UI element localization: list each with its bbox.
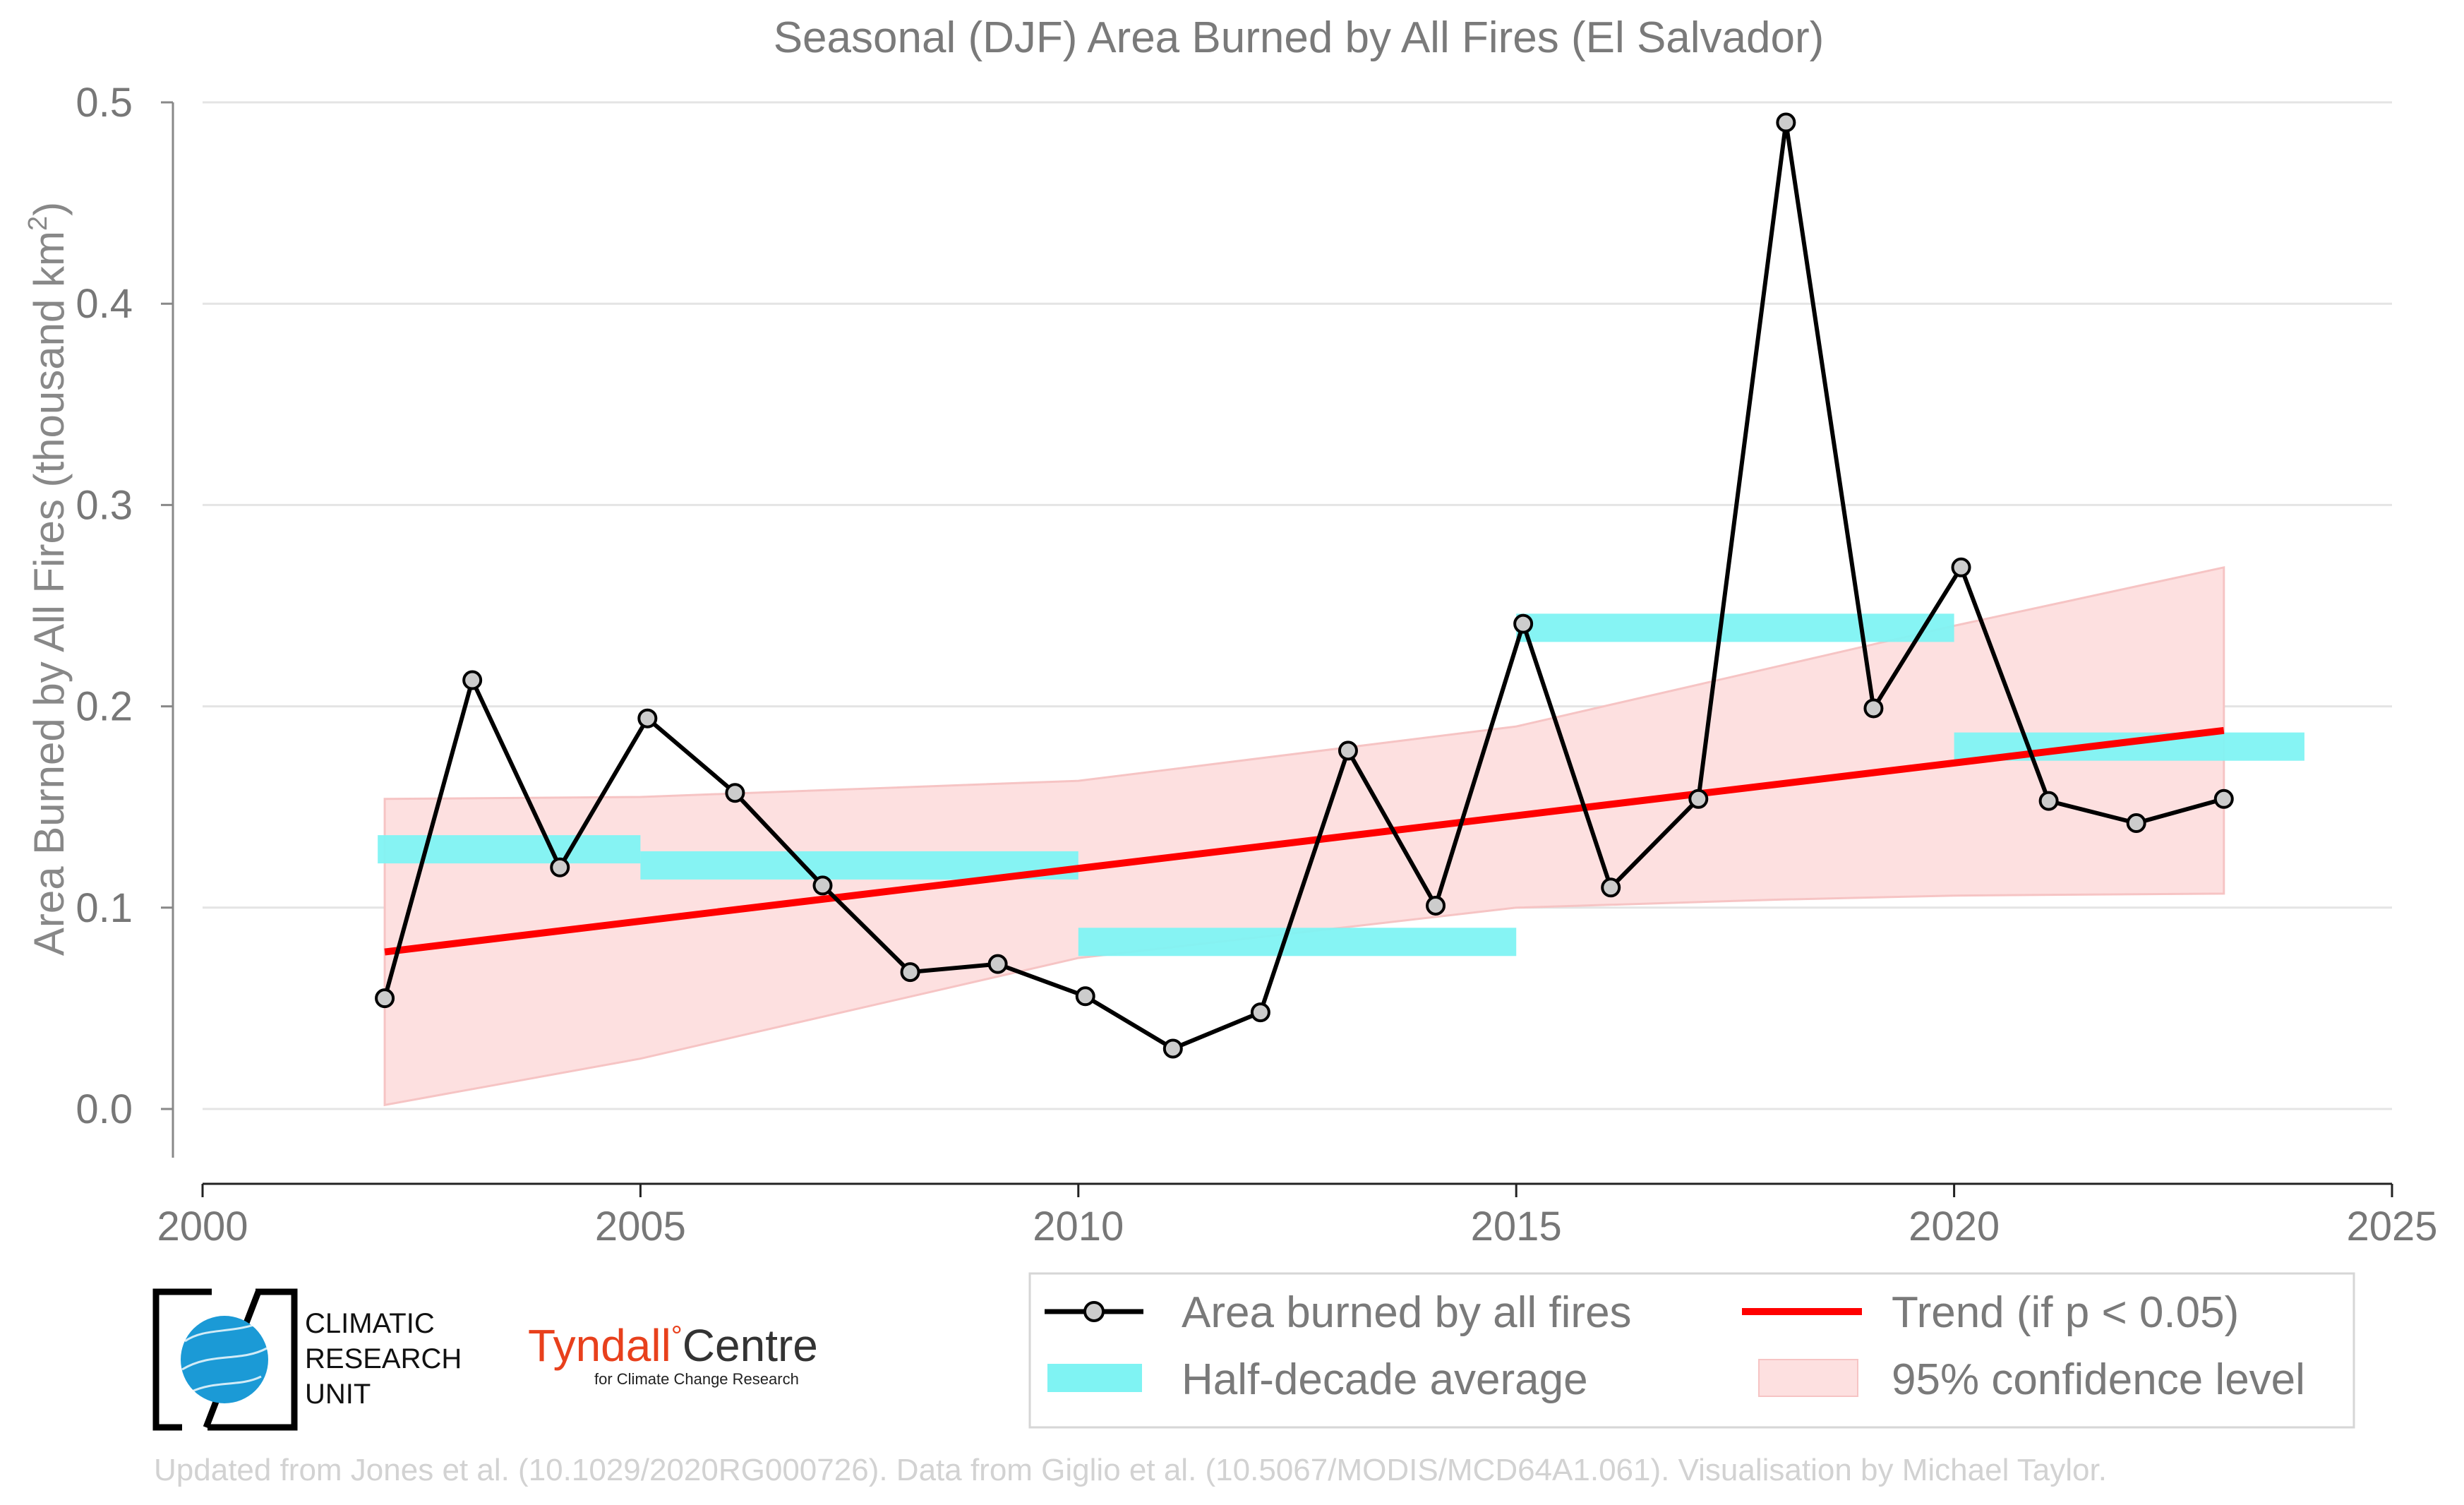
- half-decade-bar: [1516, 613, 1954, 642]
- series-point: [375, 988, 395, 1009]
- cru-logo-line3: UNIT: [305, 1379, 371, 1410]
- legend-swatch-confidence: [1758, 1359, 1858, 1397]
- cru-logo: CLIMATIC RESEARCH UNIT: [152, 1288, 462, 1431]
- cru-globe-lines-icon: [181, 1320, 268, 1393]
- y-tick-label: 0.1: [76, 885, 133, 931]
- legend-label-half-decade: Half-decade average: [1182, 1355, 1588, 1404]
- legend: Area burned by all fires Trend (if p < 0…: [1028, 1272, 2355, 1429]
- y-tick-label: 0.2: [76, 684, 133, 730]
- y-axis-label: Area Burned by All Fires (thousand km2): [23, 202, 73, 956]
- x-tick-label: 2010: [1033, 1204, 1124, 1249]
- trend-line-group: [384, 726, 2225, 956]
- x-tick-label: 2000: [157, 1204, 248, 1249]
- series-point: [1338, 740, 1358, 761]
- half-decade-averages: [378, 613, 2304, 957]
- cru-logo-line1: CLIMATIC: [305, 1308, 435, 1339]
- credit-line: Updated from Jones et al. (10.1029/2020R…: [154, 1453, 2107, 1487]
- series-point: [1162, 1038, 1183, 1059]
- legend-frame: [1028, 1272, 2355, 1429]
- tyndall-logo-main: Tyndall: [528, 1320, 671, 1371]
- y-tick-label: 0.5: [76, 80, 133, 126]
- x-tick-label: 2020: [1909, 1204, 2000, 1249]
- series-point: [900, 962, 920, 983]
- series-point: [1250, 1002, 1270, 1023]
- series-point: [637, 708, 658, 728]
- cru-logo-right-bracket: [208, 1288, 298, 1431]
- x-ticks: 2000 2005 2010 2015 2020 2025: [157, 1184, 2438, 1249]
- tyndall-logo-subtitle: for Climate Change Research: [594, 1370, 799, 1388]
- legend-label-trend: Trend (if p < 0.05): [1892, 1288, 2239, 1337]
- series-point: [550, 857, 570, 877]
- confidence-band-area: [383, 565, 2225, 1107]
- tyndall-logo-wordmark: Tyndall°Centre: [528, 1320, 818, 1371]
- series-point: [2038, 791, 2059, 811]
- x-tick-label: 2015: [1471, 1204, 1562, 1249]
- confidence-band: [383, 565, 2225, 1107]
- series-point: [1863, 698, 1884, 719]
- series-point: [2213, 789, 2234, 809]
- series-area-burned: [375, 112, 2234, 1059]
- tyndall-logo-degree: °: [671, 1321, 683, 1352]
- tyndall-logo-centre: Centre: [683, 1320, 818, 1371]
- series-point: [812, 875, 833, 896]
- half-decade-bar: [1078, 928, 1517, 957]
- legend-swatch-area-burned-marker: [1083, 1301, 1105, 1322]
- tyndall-logo: Tyndall°Centre for Climate Change Resear…: [528, 1320, 818, 1388]
- series-point: [1513, 613, 1534, 634]
- x-tick-label: 2025: [2346, 1204, 2437, 1249]
- series-point: [1601, 877, 1621, 898]
- y-axis-label-sup: 2: [23, 216, 53, 231]
- series-point: [1075, 986, 1095, 1007]
- series-point: [2126, 813, 2146, 834]
- axes: [172, 102, 2392, 1185]
- cru-logo-line2: RESEARCH: [305, 1343, 462, 1374]
- trend-line: [384, 726, 2225, 956]
- legend-swatch-half-decade: [1047, 1364, 1142, 1392]
- series-point: [1951, 557, 1971, 577]
- series-point: [462, 670, 483, 690]
- series-point: [725, 783, 745, 803]
- legend-label-confidence: 95% confidence level: [1892, 1355, 2305, 1404]
- y-tick-label: 0.3: [76, 482, 133, 528]
- y-axis-label-main: Area Burned by All Fires (thousand km: [25, 231, 73, 956]
- x-tick-label: 2005: [595, 1204, 686, 1249]
- series-point: [1426, 895, 1446, 916]
- series-line: [383, 120, 2225, 1051]
- chart-title: Seasonal (DJF) Area Burned by All Fires …: [774, 13, 1825, 62]
- y-ticks: 0.0 0.1 0.2 0.3 0.4 0.5: [76, 80, 173, 1132]
- y-tick-label: 0.0: [76, 1086, 133, 1132]
- series-point: [1776, 112, 1796, 133]
- legend-label-area-burned: Area burned by all fires: [1182, 1288, 1632, 1337]
- y-tick-label: 0.4: [76, 281, 133, 327]
- cru-logo-left-bracket: [152, 1288, 212, 1431]
- series-point: [1688, 789, 1709, 809]
- y-axis-label-close: ): [25, 202, 73, 216]
- half-decade-bar: [378, 835, 641, 864]
- series-point: [987, 954, 1008, 974]
